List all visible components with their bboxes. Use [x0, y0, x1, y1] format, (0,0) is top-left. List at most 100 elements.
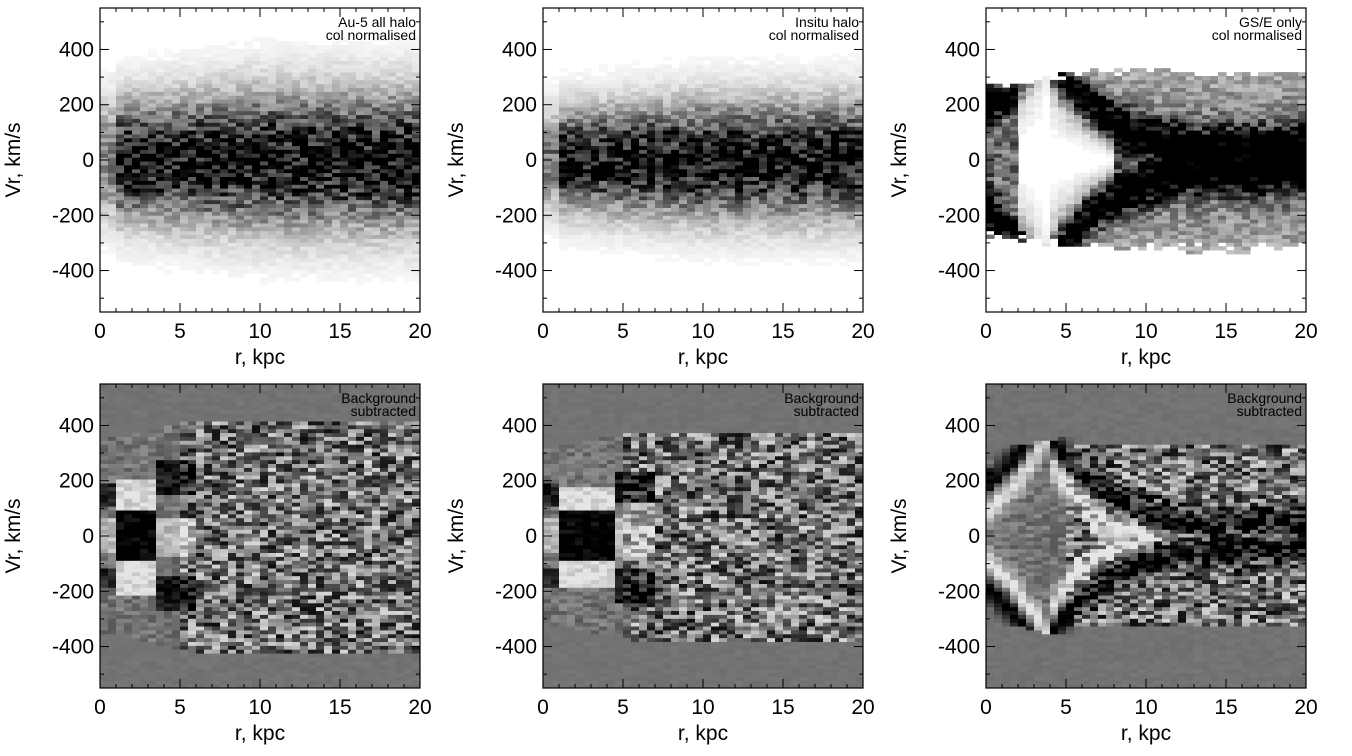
heatmap-cell [188, 126, 197, 131]
heatmap-cell [994, 184, 1003, 189]
heatmap-cell [324, 79, 333, 85]
heatmap-cell [815, 207, 824, 212]
heatmap-cell [108, 79, 117, 85]
heatmap-cell [308, 83, 317, 88]
heatmap-cell [711, 145, 720, 150]
heatmap-cell [244, 230, 253, 235]
heatmap-cell [380, 56, 389, 61]
heatmap-cell [284, 215, 293, 220]
heatmap-cell [116, 91, 125, 96]
heatmap-cell [815, 242, 824, 247]
heatmap-cell [116, 234, 125, 239]
heatmap-cell [316, 215, 325, 220]
heatmap-cell [559, 83, 568, 88]
heatmap-cell [364, 137, 373, 143]
heatmap-cell [791, 223, 800, 228]
heatmap-cell [212, 141, 221, 147]
heatmap-cell [228, 76, 237, 81]
heatmap-cell [623, 168, 632, 174]
heatmap-cell [332, 103, 341, 108]
heatmap-cell [396, 45, 405, 50]
heatmap-cell [204, 226, 213, 232]
heatmap-cell [783, 250, 792, 255]
heatmap-cell [340, 118, 349, 123]
heatmap-cell [671, 149, 680, 154]
heatmap-cell [284, 273, 293, 278]
heatmap-cell [300, 223, 309, 228]
heatmap-cell [655, 242, 664, 247]
heatmap-cell [412, 250, 420, 255]
heatmap-cell [783, 110, 792, 116]
heatmap-cell [727, 184, 736, 189]
heatmap-cell [1034, 226, 1043, 232]
heatmap-cell [212, 234, 221, 239]
heatmap-cell [831, 122, 840, 127]
heatmap-cell [316, 234, 325, 239]
heatmap-cell [994, 180, 1003, 185]
heatmap-cell [404, 106, 413, 112]
heatmap-cell [695, 72, 704, 77]
heatmap-cell [735, 180, 744, 185]
heatmap-cell [188, 261, 197, 266]
heatmap-cell [767, 95, 776, 100]
heatmap-cell [116, 106, 125, 112]
heatmap-cell [124, 68, 133, 73]
heatmap-cell [316, 130, 325, 135]
heatmap-cell [156, 83, 165, 88]
heatmap-cell [244, 72, 253, 77]
heatmap-cell [687, 254, 696, 259]
heatmap-cell [260, 145, 269, 150]
heatmap-cell [412, 207, 420, 212]
heatmap-cell [703, 110, 712, 116]
heatmap-cell [823, 99, 832, 104]
heatmap-cell [148, 103, 157, 108]
heatmap-cell [124, 195, 133, 201]
heatmap-cell [372, 134, 381, 139]
heatmap-cell [252, 195, 261, 201]
heatmap-cell [767, 126, 776, 131]
heatmap-cell [388, 45, 397, 50]
heatmap-cell [1034, 207, 1043, 212]
heatmap-cell [324, 60, 333, 65]
heatmap-cell [655, 168, 664, 174]
heatmap-cell [292, 242, 301, 247]
heatmap-cell [543, 195, 552, 201]
heatmap-cell [791, 176, 800, 181]
heatmap-cell [807, 242, 816, 247]
heatmap-cell [599, 195, 608, 201]
heatmap-cell [220, 130, 229, 135]
heatmap-cell [1050, 207, 1059, 212]
heatmap-cell [276, 269, 285, 274]
heatmap-cell [364, 277, 373, 282]
heatmap-cell [292, 230, 301, 235]
heatmap-cell [791, 134, 800, 139]
heatmap-cell [284, 130, 293, 135]
heatmap-cell [412, 203, 420, 208]
heatmap-cell [663, 122, 672, 127]
heatmap-cell [228, 254, 237, 259]
heatmap-cell [735, 91, 744, 96]
heatmap-cell [994, 87, 1003, 92]
heatmap-cell [252, 234, 261, 239]
heatmap-cell [751, 203, 760, 208]
heatmap-cell [388, 64, 397, 69]
heatmap-cell [172, 79, 181, 85]
heatmap-cell [711, 250, 720, 255]
heatmap-cell [759, 234, 768, 239]
heatmap-cell [132, 141, 141, 147]
heatmap-cell [847, 72, 856, 77]
x-tick-label: 0 [537, 320, 549, 343]
heatmap-cell [623, 64, 632, 69]
heatmap-cell [380, 172, 389, 177]
heatmap-cell [140, 122, 149, 127]
heatmap-cell [260, 261, 269, 266]
heatmap-cell [276, 137, 285, 143]
heatmap-cell [783, 68, 792, 73]
heatmap-cell [791, 76, 800, 81]
heatmap-cell [615, 149, 624, 154]
heatmap-cell [156, 176, 165, 181]
heatmap-cell [855, 230, 863, 235]
heatmap-cell [687, 153, 696, 158]
heatmap-cell [543, 192, 552, 197]
heatmap-cell [823, 199, 832, 205]
